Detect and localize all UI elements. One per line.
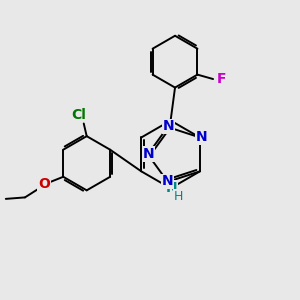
Text: N: N — [162, 174, 173, 188]
Text: N: N — [165, 181, 177, 195]
Text: N: N — [196, 130, 207, 144]
Text: H: H — [173, 190, 183, 203]
Text: O: O — [38, 177, 50, 191]
Text: N: N — [142, 147, 154, 161]
Text: N: N — [163, 119, 174, 134]
Text: Cl: Cl — [71, 108, 86, 122]
Text: F: F — [217, 72, 227, 86]
